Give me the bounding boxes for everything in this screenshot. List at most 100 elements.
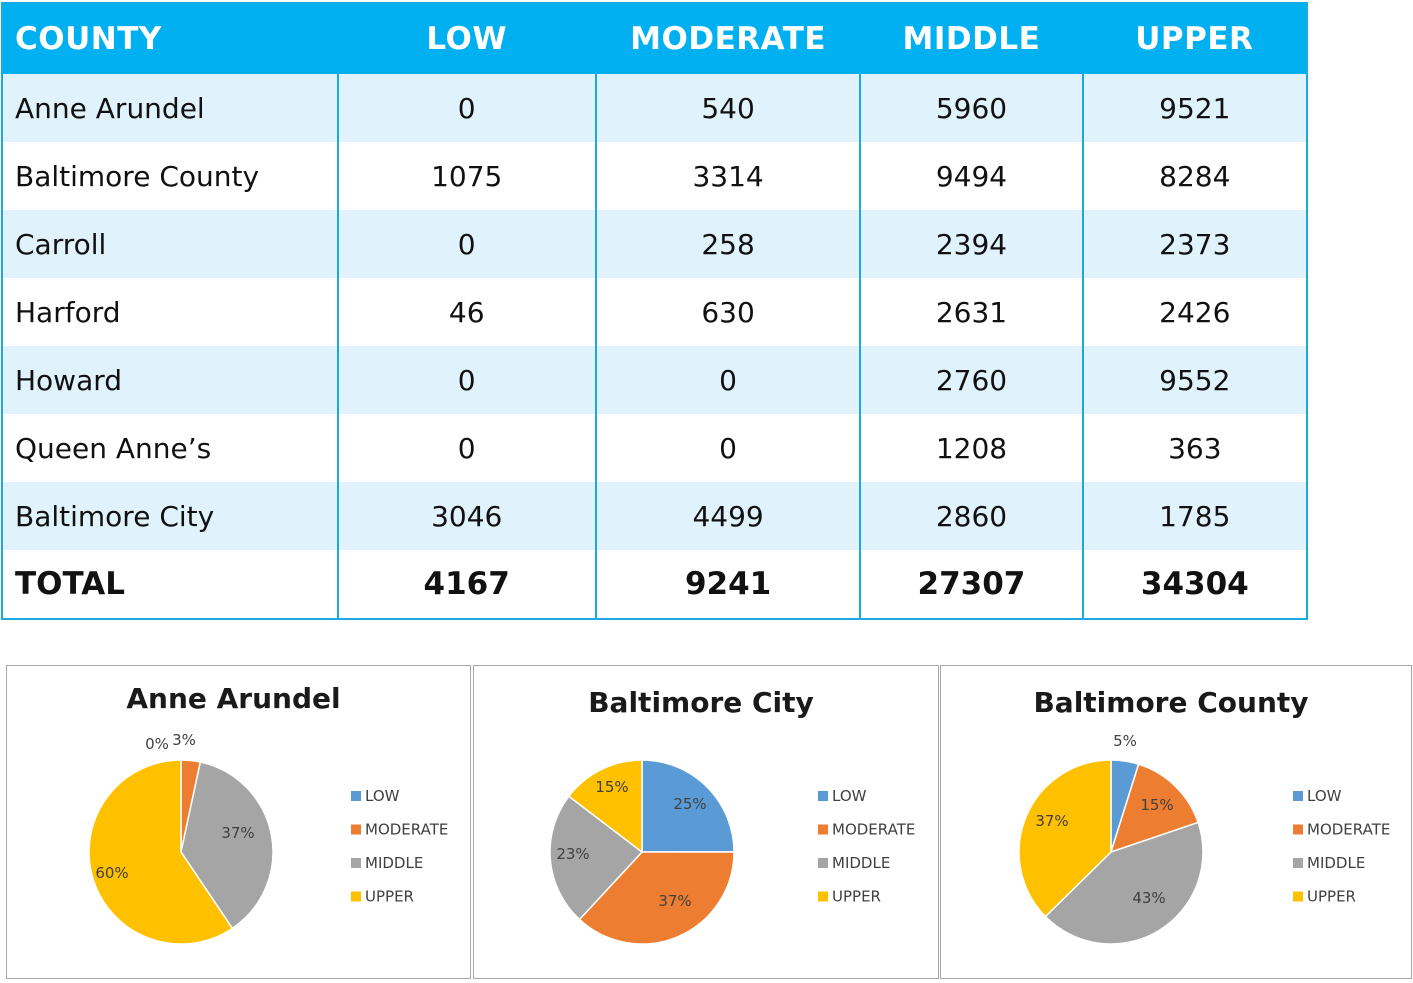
middle-cell: 2760	[859, 346, 1083, 414]
legend-swatch-upper	[818, 891, 828, 902]
middle-cell: 2860	[859, 482, 1083, 550]
moderate-cell: 4499	[594, 482, 861, 550]
total-upper: 34304	[1081, 550, 1307, 619]
table-row: Baltimore City 3046 4499 2860 1785	[2, 482, 1307, 550]
legend-label-middle: MIDDLE	[1307, 854, 1365, 872]
legend-swatch-low	[818, 791, 828, 801]
upper-cell: 2373	[1081, 210, 1307, 278]
county-cell: Baltimore City	[2, 482, 338, 550]
county-cell: Carroll	[2, 210, 338, 278]
moderate-cell: 0	[594, 414, 861, 482]
pie-label-moderate: 15%	[1140, 796, 1173, 814]
legend-swatch-moderate	[1293, 824, 1303, 835]
moderate-cell: 540	[594, 74, 861, 142]
legend-label-low: LOW	[365, 787, 400, 805]
total-low: 4167	[336, 550, 596, 619]
low-cell: 1075	[336, 142, 596, 210]
legend-label-upper: UPPER	[365, 888, 414, 906]
pie-label-upper: 15%	[595, 778, 628, 796]
pie-slice-moderate	[1109, 763, 1200, 854]
upper-cell: 2426	[1081, 278, 1307, 346]
low-cell: 0	[336, 210, 596, 278]
pie-chart-svg: Baltimore County 5% 15% 43% 37% LOW MODERATE MI…	[1018, 686, 1390, 945]
legend-swatch-low	[351, 791, 361, 801]
pie-label-low: 5%	[1113, 732, 1137, 750]
pie-label-middle: 43%	[1132, 889, 1165, 907]
pie-label-moderate: 37%	[658, 892, 691, 910]
legend-swatch-upper	[351, 891, 361, 902]
pie-label-low: 0%	[145, 735, 169, 753]
legend-swatch-middle	[1293, 858, 1303, 868]
pie-label-upper: 37%	[1035, 812, 1068, 830]
chart-title: Baltimore City	[588, 686, 814, 719]
pie-chart-svg: Baltimore City 25% 37% 23% 15% LOW MODERATE MID…	[549, 686, 915, 945]
pie-label-moderate: 3%	[172, 731, 196, 749]
legend-label-low: LOW	[1307, 787, 1342, 805]
legend-label-upper: UPPER	[1307, 888, 1356, 906]
legend-swatch-middle	[818, 858, 828, 868]
pie-slice-upper	[1018, 759, 1112, 918]
middle-cell: 9494	[859, 142, 1083, 210]
table-row: Harford 46 630 2631 2426	[2, 278, 1307, 346]
low-cell: 3046	[336, 482, 596, 550]
anne-arundel-pie-chart: Anne Arundel 0% 3% 37% 60% LOW MODERATE MIDDLE U…	[6, 665, 471, 979]
middle-cell: 2631	[859, 278, 1083, 346]
table-row: Howard 0 0 2760 9552	[2, 346, 1307, 414]
low-cell: 0	[336, 74, 596, 142]
moderate-cell: 0	[594, 346, 861, 414]
total-middle: 27307	[859, 550, 1083, 619]
low-cell: 0	[336, 346, 596, 414]
header-low: LOW	[337, 3, 596, 74]
table-row: Anne Arundel 0 540 5960 9521	[2, 74, 1307, 142]
county-cell: Howard	[2, 346, 338, 414]
baltimore-city-pie-chart: Baltimore City 25% 37% 23% 15% LOW MODERATE MID…	[473, 665, 939, 979]
table-header-row: COUNTY LOW MODERATE MIDDLE UPPER	[2, 3, 1307, 74]
legend-label-moderate: MODERATE	[1307, 821, 1390, 839]
income-county-table: COUNTY LOW MODERATE MIDDLE UPPER Anne Ar…	[1, 2, 1308, 620]
upper-cell: 363	[1081, 414, 1307, 482]
pie-label-upper: 60%	[95, 864, 128, 882]
pie-slice-upper	[88, 759, 234, 945]
moderate-cell: 630	[594, 278, 861, 346]
total-label: TOTAL	[2, 550, 338, 619]
county-cell: Harford	[2, 278, 338, 346]
header-moderate: MODERATE	[595, 3, 861, 74]
legend-label-middle: MIDDLE	[832, 854, 890, 872]
upper-cell: 9521	[1081, 74, 1307, 142]
legend-label-moderate: MODERATE	[365, 821, 448, 839]
legend-swatch-moderate	[351, 824, 361, 835]
upper-cell: 1785	[1081, 482, 1307, 550]
pie-slice-low	[641, 759, 735, 853]
baltimore-county-pie-chart: Baltimore County 5% 15% 43% 37% LOW MODERATE MI…	[940, 665, 1412, 979]
total-moderate: 9241	[594, 550, 861, 619]
header-middle: MIDDLE	[860, 3, 1083, 74]
table-row: Queen Anne’s 0 0 1208 363	[2, 414, 1307, 482]
pie-label-low: 25%	[673, 795, 706, 813]
legend-label-moderate: MODERATE	[832, 821, 915, 839]
pie-slice-middle	[549, 795, 644, 921]
total-row: TOTAL 4167 9241 27307 34304	[2, 550, 1307, 619]
county-cell: Anne Arundel	[2, 74, 338, 142]
county-cell: Queen Anne’s	[2, 414, 338, 482]
upper-cell: 8284	[1081, 142, 1307, 210]
pie-slice-upper	[567, 759, 643, 854]
pie-slice-middle	[1044, 821, 1204, 945]
low-cell: 0	[336, 414, 596, 482]
legend-label-low: LOW	[832, 787, 867, 805]
legend-swatch-upper	[1293, 891, 1303, 902]
middle-cell: 5960	[859, 74, 1083, 142]
pie-chart-svg: Anne Arundel 0% 3% 37% 60% LOW MODERATE MIDDLE U…	[88, 682, 448, 945]
header-upper: UPPER	[1082, 3, 1307, 74]
middle-cell: 2394	[859, 210, 1083, 278]
moderate-cell: 258	[594, 210, 861, 278]
upper-cell: 9552	[1081, 346, 1307, 414]
chart-title: Anne Arundel	[126, 682, 340, 715]
legend-swatch-low	[1293, 791, 1303, 801]
legend-swatch-moderate	[818, 824, 828, 835]
legend-label-middle: MIDDLE	[365, 854, 423, 872]
moderate-cell: 3314	[594, 142, 861, 210]
pie-slice-middle	[180, 761, 274, 930]
legend-label-upper: UPPER	[832, 888, 881, 906]
middle-cell: 1208	[859, 414, 1083, 482]
county-cell: Baltimore County	[2, 142, 338, 210]
